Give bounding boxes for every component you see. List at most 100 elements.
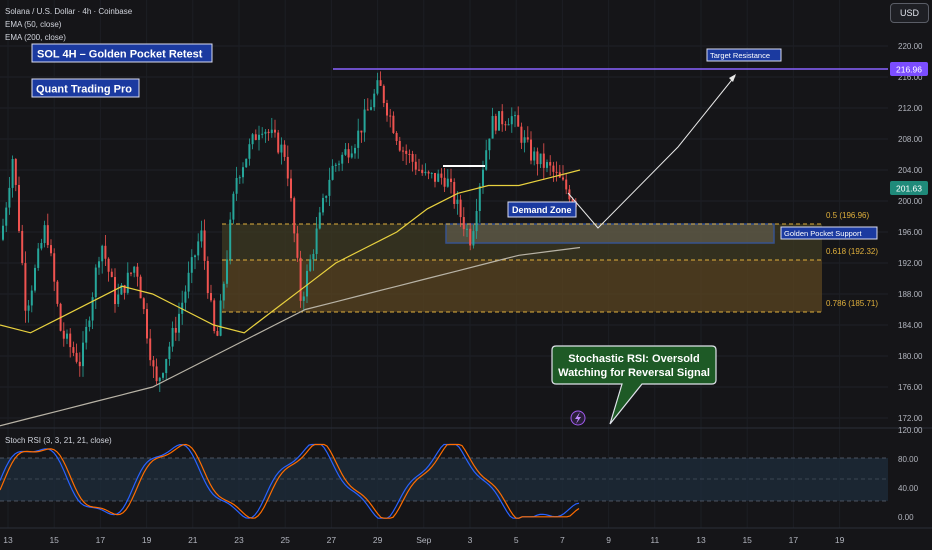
demand-zone-label: Demand Zone	[512, 205, 572, 215]
candle-body	[117, 294, 120, 305]
ema50-legend[interactable]: EMA (50, close)	[5, 20, 62, 29]
candle-body	[226, 259, 228, 284]
time-axis-tick: 5	[514, 535, 519, 545]
price-axis-tick: 212.00	[898, 104, 923, 113]
candle-body	[296, 233, 299, 258]
candle-body	[219, 300, 222, 336]
candle-body	[149, 338, 152, 361]
candle-body	[69, 333, 72, 348]
candle-body	[53, 253, 56, 282]
ema200-legend[interactable]: EMA (200, close)	[5, 33, 66, 42]
price-axis[interactable]: 220.00 216.00 212.00 208.00 204.00 200.00 196.…	[898, 42, 923, 423]
lightning-icon[interactable]	[570, 410, 586, 426]
currency-button[interactable]: USD	[890, 3, 929, 23]
candle-body	[242, 167, 244, 178]
candle-body	[264, 131, 267, 134]
time-axis-tick: 13	[3, 535, 13, 545]
time-axis[interactable]: 13 15 17 19 21 23 25 27 29 Sep 3 5 7 9 11 13 15 17 19	[3, 535, 844, 545]
candle-body	[306, 270, 308, 297]
candle-body	[30, 290, 33, 306]
candle-body	[530, 139, 532, 161]
stoch-band	[0, 458, 888, 501]
time-axis-tick: 15	[49, 535, 59, 545]
candle-body	[350, 153, 353, 158]
candle-body	[133, 266, 136, 273]
candle-body	[456, 199, 459, 204]
candle-body	[210, 293, 212, 301]
time-axis-tick: 13	[696, 535, 706, 545]
candle-body	[75, 352, 78, 362]
candle-body	[392, 115, 395, 133]
candle-body	[341, 154, 344, 164]
stoch-panel-label[interactable]: Stoch RSI (3, 3, 21, 21, close)	[5, 436, 112, 445]
candle-body	[546, 162, 548, 168]
candle-body	[315, 228, 318, 254]
candle-body	[171, 327, 174, 347]
candle-body	[507, 124, 510, 126]
candle-body	[110, 271, 113, 278]
candle-body	[446, 178, 449, 187]
candle-body	[318, 212, 321, 229]
candle-body	[245, 158, 248, 168]
candle-body	[174, 327, 177, 333]
candle-body	[398, 140, 401, 151]
candle-body	[450, 178, 452, 182]
candle-body	[82, 342, 84, 367]
demand-zone-label-box	[507, 201, 577, 218]
candle-body	[555, 171, 558, 173]
candle-body	[414, 161, 417, 170]
candle-body	[130, 272, 132, 274]
candle-body	[139, 276, 142, 299]
candle-body	[261, 133, 264, 135]
candle-body	[50, 245, 52, 254]
candle-body	[155, 366, 158, 382]
candle-body	[34, 267, 36, 291]
candle-body	[370, 107, 372, 110]
candle-body	[312, 253, 315, 260]
golden-pocket-label-box	[780, 226, 878, 240]
candle-body	[376, 80, 379, 94]
candle-body	[181, 302, 184, 314]
candle-body	[373, 93, 376, 108]
price-axis-tick: 204.00	[898, 166, 923, 175]
candle-body	[229, 219, 232, 260]
candle-body	[562, 177, 564, 180]
stoch-d-line	[0, 443, 580, 519]
candle-body	[402, 150, 404, 152]
candle-body	[107, 258, 110, 272]
candle-body	[424, 171, 427, 174]
target-price-badge-text: 216.96	[896, 65, 922, 75]
candle-body	[328, 179, 331, 196]
candle-body	[21, 230, 24, 264]
candle-body	[539, 153, 542, 165]
target-label-box	[706, 48, 782, 62]
candle-body	[571, 199, 574, 202]
candle-body	[363, 109, 366, 133]
stoch-axis-tick: 80.00	[898, 455, 919, 464]
candle-body	[472, 231, 475, 246]
candle-body	[533, 151, 536, 161]
candle-body	[386, 103, 388, 116]
candle-body	[203, 230, 206, 261]
candle-body	[206, 260, 209, 294]
candle-body	[421, 169, 424, 174]
time-axis-tick: 25	[280, 535, 290, 545]
candle-body	[322, 197, 324, 213]
candle-body	[37, 248, 40, 268]
candle-body	[299, 257, 302, 301]
ema50-line	[0, 169, 581, 334]
candle-body	[331, 165, 334, 180]
candle-body	[142, 298, 145, 310]
candle-body	[104, 245, 107, 259]
price-axis-tick: 192.00	[898, 259, 923, 268]
ema200-line	[0, 246, 581, 427]
candle-body	[5, 207, 8, 226]
brand-annotation-box	[31, 78, 140, 98]
stoch-axis: 120.00 80.00 40.00 0.00	[898, 426, 923, 522]
candle-body	[466, 228, 468, 230]
candle-body	[24, 263, 27, 311]
stoch-axis-tick: 120.00	[898, 426, 923, 435]
stoch-axis-tick: 0.00	[898, 513, 914, 522]
candle-body	[526, 137, 529, 140]
